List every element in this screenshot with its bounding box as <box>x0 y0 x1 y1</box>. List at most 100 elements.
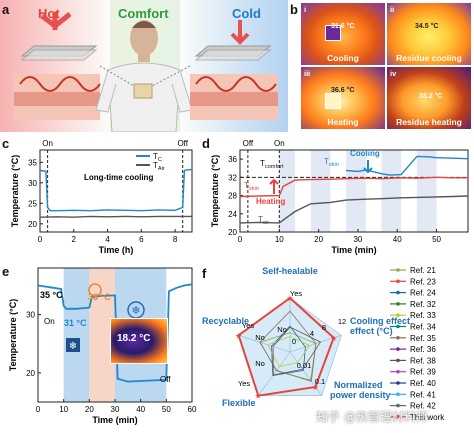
radar-ring-label: No <box>255 333 265 342</box>
chart-e-on-label: On <box>44 317 55 326</box>
radar-legend-label: This work <box>410 413 445 422</box>
chart-c-series-tc <box>39 169 192 212</box>
radar-reference <box>259 310 317 382</box>
chart-e-x-tick-label: 40 <box>136 405 145 414</box>
chart-d-series-air <box>239 195 469 224</box>
thermal-temp-2: 34.5 °C <box>415 23 439 30</box>
chart-d-tskin-label: Tskin <box>244 181 259 192</box>
radar-axis-label: Normalized <box>334 380 383 390</box>
panel-e: e 0 10 20 30 40 50 60 20 30 Time (min) Temperature… <box>0 262 200 428</box>
panel-d-label: d <box>202 136 210 151</box>
chart-e-band <box>63 268 90 402</box>
chart-e-t35-label: 35 °C <box>40 290 63 300</box>
cold-device <box>190 20 278 120</box>
thermal-image-2: ii 34.5 °C Residue cooling <box>386 2 472 66</box>
chart-e-t33-label: 33 °C <box>88 292 111 302</box>
radar-legend-label: Ref. 24 <box>410 289 436 298</box>
radar-ring-label: Yes <box>238 379 250 388</box>
chart-e-x-axis-label: Time (min) <box>92 415 137 425</box>
radar-legend-marker <box>396 290 400 295</box>
chart-c: 0 2 4 6 8 20 25 30 35 Time (h) Temperature (°C) On O… <box>10 139 193 255</box>
chart-e-x-tick-label: 10 <box>59 405 68 414</box>
radar-this-work-point: ★ <box>312 383 319 392</box>
chart-d-series-skin <box>239 176 468 198</box>
thermal-index-2: ii <box>390 5 395 14</box>
thermal-index-4: iv <box>390 69 397 78</box>
chart-d-band <box>310 150 331 232</box>
panel-c-label: c <box>2 136 10 151</box>
radar-this-work <box>237 296 335 397</box>
thermal-temp-4: 33.2 °C <box>419 93 443 100</box>
chart-e-y-tick-label: 20 <box>26 369 35 378</box>
chart-e-y-axis-label: Temperature (°C) <box>8 299 18 371</box>
radar-spoke <box>238 335 291 353</box>
thermal-image-4: iv 33.2 °C Residue heating <box>386 66 472 130</box>
chart-e-x-tick-label: 60 <box>188 405 197 414</box>
chart-c-series-air <box>39 215 192 218</box>
cold-label: Cold <box>232 6 261 21</box>
radar-legend-marker <box>396 415 400 419</box>
chart-d-tair-label: Tair <box>258 215 269 226</box>
thermal-temp-3: 36.6 °C <box>331 87 355 94</box>
radar-this-work-point: ★ <box>330 334 337 343</box>
radar-spoke <box>258 351 291 396</box>
chart-e-x-tick-label: 20 <box>85 405 94 414</box>
radar-ring-label: Yes <box>242 321 254 330</box>
device-icon <box>66 338 80 352</box>
device-icon-glyph: ❄ <box>69 341 77 352</box>
chart-c-off-label: Off <box>177 139 188 148</box>
chart-c-annotation: Long-time cooling <box>84 173 153 182</box>
chart-d-y-tick-label: 36 <box>228 155 237 164</box>
panel-b: b i 31.6 °C Cooling ii 34.5 °C Residue c… <box>290 0 474 132</box>
radar-legend-marker <box>396 336 400 340</box>
thermal-caption-3: Heating <box>327 117 359 127</box>
radar-legend-label: Ref. 36 <box>410 345 436 354</box>
chart-d-cooling-label: Cooling <box>350 149 380 158</box>
chart-d-y-tick-label: 28 <box>228 192 237 201</box>
chart-e-x-tick-label: 30 <box>111 405 120 414</box>
chart-c-x-tick-label: 8 <box>173 235 178 244</box>
chart-d-y-tick-label: 20 <box>228 228 237 237</box>
radar-axis-label: Self-healable <box>262 266 318 276</box>
chart-e-series <box>37 283 193 383</box>
hot-device <box>14 12 101 120</box>
radar-ring-label: 0 <box>292 337 296 346</box>
radar-legend-marker <box>396 369 400 374</box>
chart-d: 0 10 20 30 40 50 20 24 28 32 36 Time (min) Temperatu… <box>210 139 469 255</box>
radar-reference <box>272 326 322 376</box>
panel-d: d 0 10 20 30 40 50 20 24 28 32 36 Time (min) Tempera… <box>200 136 474 260</box>
radar-ring-label: No <box>277 325 287 334</box>
chart-d-y-tick-label: 24 <box>228 210 237 219</box>
panel-a-label: a <box>2 2 10 17</box>
radar-legend-label: Ref. 40 <box>410 379 436 388</box>
radar-legend-label: Ref. 35 <box>410 334 436 343</box>
chart-e-y-tick-label: 30 <box>26 311 35 320</box>
radar-axis-label: power density <box>330 390 391 400</box>
radar-legend-marker <box>396 302 400 306</box>
radar-ring-label: 12 <box>338 317 346 326</box>
chart-d-x-tick-label: 0 <box>238 235 243 244</box>
panel-e-label: e <box>2 264 10 279</box>
radar-legend-marker <box>396 358 400 363</box>
chart-d-band <box>346 150 366 232</box>
radar-ring-label: Yes <box>290 289 302 298</box>
thermal-index-1: i <box>304 5 307 14</box>
radar-this-work-point: ★ <box>235 331 242 340</box>
chart-d-off-label: Off <box>243 139 254 148</box>
chart-d-band <box>416 150 437 232</box>
chart-c-y-tick-label: 35 <box>28 158 37 167</box>
chart-c-y-axis-label: Temperature (°C) <box>10 155 20 227</box>
panel-c: c 0 2 4 6 8 20 25 30 35 Time (h) Temperature (°C) O… <box>0 136 200 260</box>
radar-this-work-point: ★ <box>255 392 262 401</box>
radar-legend-marker <box>396 279 400 284</box>
chart-c-x-tick-label: 0 <box>38 235 43 244</box>
radar-ring-label: 4 <box>310 329 314 338</box>
snowflake-glyph: ❄ <box>131 305 140 317</box>
chart-d-x-tick-label: 30 <box>353 235 362 244</box>
chart-d-cooling-arrow <box>363 160 373 174</box>
thermal-index-3: iii <box>304 69 311 78</box>
chart-d-on-label: On <box>274 139 285 148</box>
radar-ring-label: 0.01 <box>297 361 312 370</box>
thermal-inset: 18.2 °C <box>110 318 168 364</box>
